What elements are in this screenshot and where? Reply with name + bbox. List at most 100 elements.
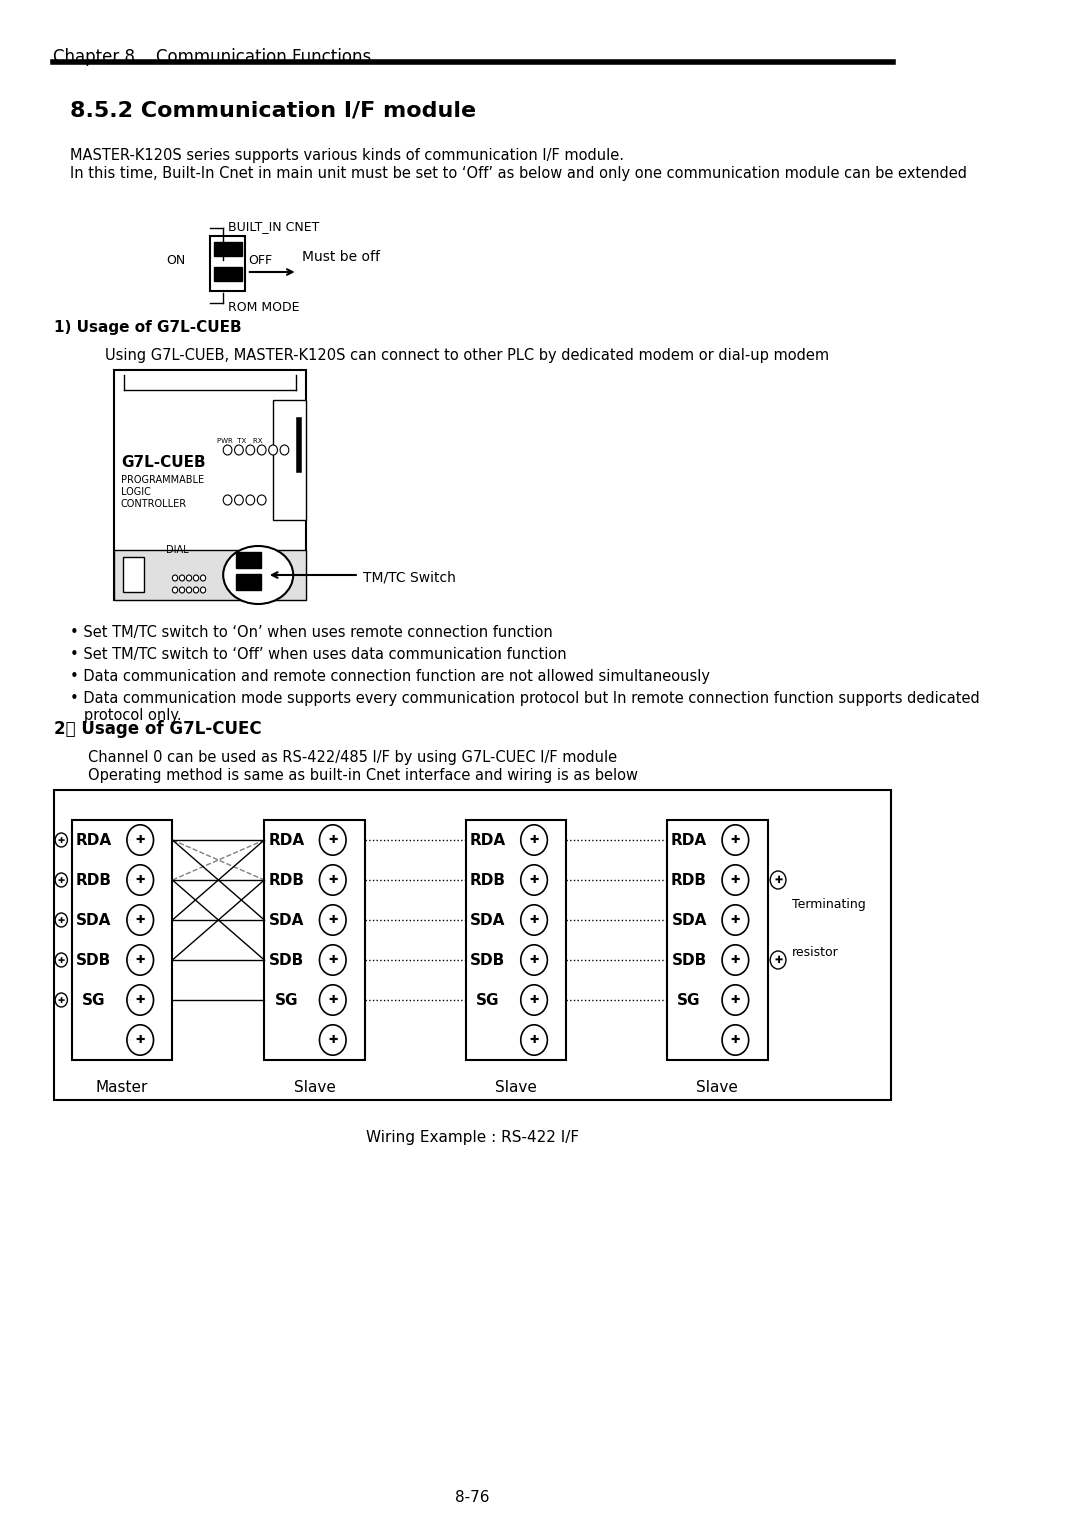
Circle shape — [55, 833, 67, 847]
Text: RDA: RDA — [470, 833, 505, 848]
Text: Slave: Slave — [294, 1080, 336, 1096]
Circle shape — [201, 587, 205, 593]
Circle shape — [55, 872, 67, 886]
Text: RDB: RDB — [76, 872, 112, 888]
Text: 1) Usage of G7L-CUEB: 1) Usage of G7L-CUEB — [54, 319, 242, 335]
Text: SG: SG — [677, 993, 701, 1007]
Text: ✚: ✚ — [135, 915, 145, 924]
Circle shape — [193, 575, 199, 581]
Circle shape — [723, 986, 748, 1015]
Text: Master: Master — [96, 1080, 148, 1096]
Text: • Set TM/TC switch to ‘Off’ when uses data communication function: • Set TM/TC switch to ‘Off’ when uses da… — [70, 646, 567, 662]
Text: ✚: ✚ — [135, 1034, 145, 1045]
Circle shape — [521, 1025, 548, 1056]
Text: ✚: ✚ — [328, 995, 337, 1005]
Text: OFF: OFF — [248, 254, 272, 267]
Text: • Data communication mode supports every communication protocol but In remote co: • Data communication mode supports every… — [70, 691, 980, 723]
Text: TM/TC Switch: TM/TC Switch — [363, 570, 456, 584]
Text: ✚: ✚ — [529, 915, 539, 924]
Text: Operating method is same as built-in Cnet interface and wiring is as below: Operating method is same as built-in Cne… — [87, 769, 637, 782]
Text: SDA: SDA — [672, 912, 706, 927]
Text: ✚: ✚ — [774, 876, 782, 885]
Text: ✚: ✚ — [57, 915, 65, 924]
Text: 8.5.2 Communication I/F module: 8.5.2 Communication I/F module — [70, 99, 476, 121]
Text: CONTROLLER: CONTROLLER — [121, 500, 187, 509]
Text: ROM MODE: ROM MODE — [228, 301, 299, 313]
FancyBboxPatch shape — [237, 575, 260, 590]
Circle shape — [257, 495, 266, 504]
Text: ON: ON — [166, 254, 186, 267]
Circle shape — [179, 587, 185, 593]
Text: ✚: ✚ — [731, 955, 740, 966]
Text: ✚: ✚ — [731, 995, 740, 1005]
Circle shape — [770, 871, 786, 889]
Circle shape — [224, 495, 232, 504]
FancyBboxPatch shape — [237, 552, 260, 568]
Text: ✚: ✚ — [328, 876, 337, 885]
Text: LOGIC: LOGIC — [121, 487, 150, 497]
Circle shape — [173, 587, 178, 593]
Text: ✚: ✚ — [529, 955, 539, 966]
Circle shape — [55, 993, 67, 1007]
Text: • Data communication and remote connection function are not allowed simultaneous: • Data communication and remote connecti… — [70, 669, 710, 685]
FancyBboxPatch shape — [71, 821, 173, 1060]
Circle shape — [723, 825, 748, 856]
Circle shape — [320, 1025, 346, 1056]
Circle shape — [127, 944, 153, 975]
Circle shape — [320, 944, 346, 975]
Text: In this time, Built-In Cnet in main unit must be set to ‘Off’ as below and only : In this time, Built-In Cnet in main unit… — [70, 167, 967, 180]
Text: RDA: RDA — [269, 833, 305, 848]
Text: ✚: ✚ — [135, 995, 145, 1005]
Text: ✚: ✚ — [774, 955, 782, 966]
Circle shape — [257, 445, 266, 455]
Text: SDB: SDB — [672, 952, 706, 967]
FancyBboxPatch shape — [214, 267, 242, 281]
Text: ✚: ✚ — [328, 834, 337, 845]
Text: ✚: ✚ — [57, 955, 65, 964]
Text: BUILT_IN CNET: BUILT_IN CNET — [228, 220, 319, 232]
FancyBboxPatch shape — [113, 370, 307, 601]
Circle shape — [280, 445, 288, 455]
Text: SDA: SDA — [269, 912, 305, 927]
Circle shape — [246, 445, 255, 455]
Circle shape — [187, 575, 191, 581]
Circle shape — [723, 865, 748, 895]
FancyBboxPatch shape — [54, 790, 891, 1100]
Text: • Set TM/TC switch to ‘On’ when uses remote connection function: • Set TM/TC switch to ‘On’ when uses rem… — [70, 625, 553, 640]
Circle shape — [770, 950, 786, 969]
FancyBboxPatch shape — [667, 821, 768, 1060]
Circle shape — [246, 495, 255, 504]
Ellipse shape — [224, 545, 293, 604]
Circle shape — [187, 587, 191, 593]
Text: ✚: ✚ — [731, 1034, 740, 1045]
Circle shape — [127, 905, 153, 935]
Text: SG: SG — [82, 993, 106, 1007]
Text: DIAL: DIAL — [166, 545, 189, 555]
Circle shape — [55, 953, 67, 967]
FancyBboxPatch shape — [122, 558, 145, 591]
Text: SG: SG — [274, 993, 298, 1007]
Circle shape — [127, 1025, 153, 1056]
Circle shape — [127, 865, 153, 895]
Circle shape — [55, 914, 67, 927]
Text: SDA: SDA — [77, 912, 111, 927]
Text: Must be off: Must be off — [302, 251, 380, 264]
Text: RDB: RDB — [470, 872, 505, 888]
Text: PROGRAMMABLE: PROGRAMMABLE — [121, 475, 204, 484]
Circle shape — [224, 445, 232, 455]
Circle shape — [320, 825, 346, 856]
Text: ✚: ✚ — [135, 834, 145, 845]
Circle shape — [521, 905, 548, 935]
Text: RDB: RDB — [269, 872, 305, 888]
Circle shape — [320, 986, 346, 1015]
Text: ✚: ✚ — [57, 836, 65, 845]
Circle shape — [723, 944, 748, 975]
FancyBboxPatch shape — [265, 821, 365, 1060]
Circle shape — [521, 865, 548, 895]
Circle shape — [179, 575, 185, 581]
Text: ✚: ✚ — [57, 996, 65, 1004]
Text: ✚: ✚ — [529, 995, 539, 1005]
Text: ✚: ✚ — [731, 834, 740, 845]
Text: SDA: SDA — [470, 912, 505, 927]
Circle shape — [173, 575, 178, 581]
